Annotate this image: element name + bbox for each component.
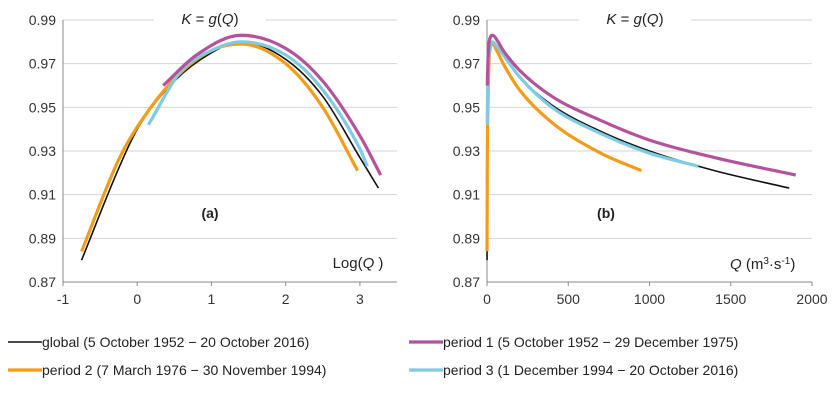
x-axis-title: Q (m3·s-1) [730, 256, 795, 274]
title-background [579, 6, 691, 30]
y-tick-label: 0.95 [453, 99, 480, 115]
series-line-period1 [485, 33, 797, 177]
series-line-period2 [485, 42, 643, 252]
x-tick-label: 1500 [715, 291, 746, 307]
legend-label: period 3 (1 December 1994 − 20 October 2… [443, 362, 738, 378]
panel-b: 0.87 0.89 0.91 0.93 0.95 0.97 0.99 0 500 1000 1500… [453, 6, 828, 307]
x-tick-label: 2000 [796, 291, 827, 307]
title-background [154, 6, 266, 30]
legend-label: period 2 (7 March 1976 − 30 November 199… [42, 362, 326, 378]
y-tick-label: 0.93 [453, 143, 480, 159]
y-tick-label: 0.89 [29, 230, 56, 246]
legend: global (5 October 1952 − 20 October 2016… [8, 334, 738, 378]
x-tick-label: 1000 [634, 291, 665, 307]
y-tick-label: 0.95 [29, 99, 56, 115]
legend-label: global (5 October 1952 − 20 October 2016… [42, 334, 309, 350]
x-tick-label: 2 [282, 291, 290, 307]
x-axis-title-background [322, 250, 392, 276]
y-tick-label: 0.99 [453, 12, 480, 28]
x-axis-title-background [722, 246, 810, 276]
y-tick-label: 0.89 [453, 230, 480, 246]
chart-title: K = g(Q) [606, 11, 663, 28]
x-tick-label: -1 [57, 291, 70, 307]
y-tick-label: 0.91 [29, 187, 56, 203]
x-tick-label: 500 [557, 291, 581, 307]
y-tick-label: 0.87 [453, 274, 480, 290]
x-tick-label: 0 [133, 291, 141, 307]
series-line-period3 [146, 40, 369, 167]
y-tick-label: 0.99 [29, 12, 56, 28]
y-tick-label: 0.97 [29, 56, 56, 72]
panel-label: (b) [597, 205, 615, 221]
x-tick-label: 1 [208, 291, 216, 307]
y-tick-label: 0.93 [29, 143, 56, 159]
x-tick-label: 0 [483, 291, 491, 307]
panel-label: (a) [201, 205, 218, 221]
y-tick-label: 0.87 [29, 274, 56, 290]
panel-a: 0.87 0.89 0.91 0.93 0.95 0.97 0.99 -1 0 1 2 3 K = g(… [29, 6, 397, 307]
y-tick-label: 0.91 [453, 187, 480, 203]
x-tick-label: 3 [356, 291, 364, 307]
series-line-period1 [162, 33, 383, 176]
legend-label: period 1 (5 October 1952 − 29 December 1… [443, 334, 738, 350]
y-tick-label: 0.97 [453, 56, 480, 72]
x-axis-title: Log(Q ) [333, 255, 384, 272]
chart-title: K = g(Q) [181, 11, 238, 28]
